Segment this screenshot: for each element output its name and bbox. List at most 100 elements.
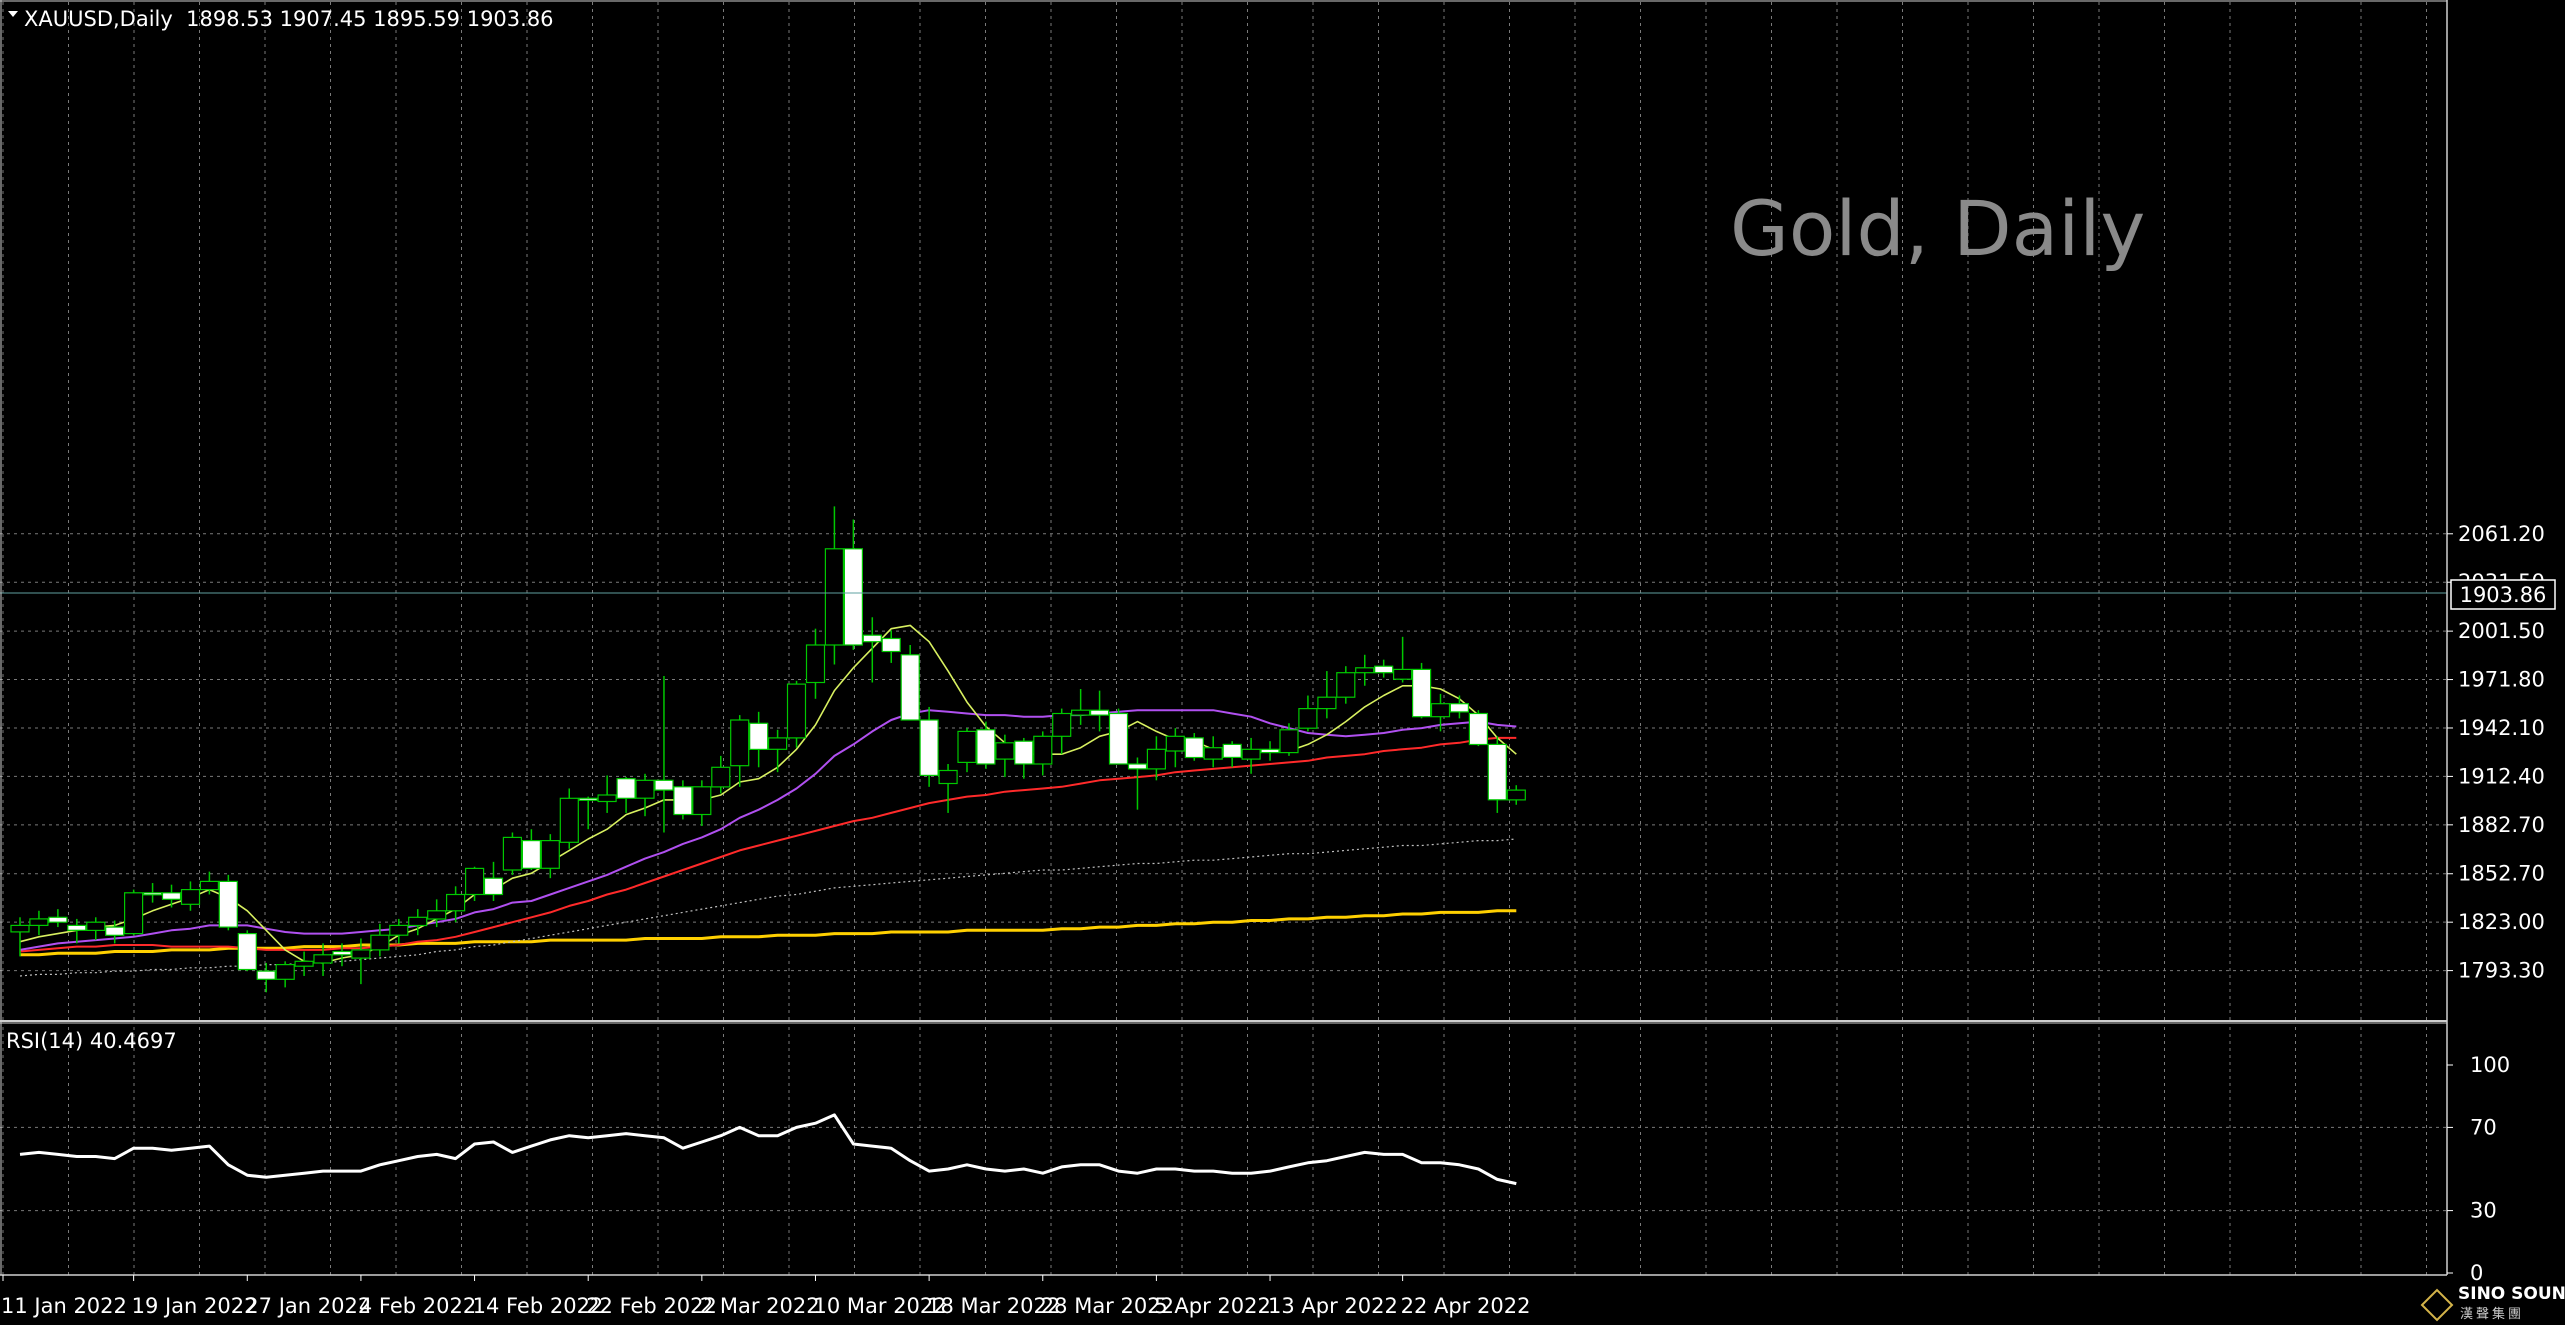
candle-bearish [673, 786, 693, 816]
candle-bearish [1222, 743, 1242, 759]
candle-bullish [730, 719, 750, 767]
candle-bullish [938, 769, 958, 785]
candle-bearish [1487, 743, 1507, 801]
candle-bullish [824, 548, 845, 646]
candle-bullish [199, 880, 219, 891]
rsi-panel [19, 1113, 1517, 1186]
candle-bearish [1108, 712, 1129, 765]
candle-bearish [1260, 748, 1280, 754]
price-tick-label: 1823.00 [2458, 910, 2545, 934]
candle-bullish [1203, 747, 1223, 760]
candle-bearish [1411, 668, 1432, 718]
symbol-info: XAUUSD,Daily 1898.53 1907.45 1895.59 190… [24, 7, 554, 31]
sino-sound-logo: SINO SOUND 漢聲集團 [2420, 1284, 2565, 1322]
candle-bullish [1241, 748, 1261, 760]
candle-bullish [559, 797, 579, 843]
candle-bullish [1392, 668, 1413, 680]
price-tick-label: 1971.80 [2458, 668, 2545, 692]
candle-bearish [1374, 665, 1394, 674]
price-tick-label: 1912.40 [2458, 764, 2545, 788]
candle-bullish [711, 766, 731, 788]
date-tick-label: 2 Mar 2022 [700, 1294, 820, 1318]
candle-bullish [1070, 709, 1091, 716]
date-tick-label: 10 Mar 2022 [814, 1294, 947, 1318]
candle-bearish [654, 779, 674, 791]
ma-slow-line [19, 736, 1517, 953]
candle-bearish [256, 970, 276, 980]
candle-bullish [313, 954, 333, 964]
candle-bearish [48, 916, 68, 923]
candle-bullish [502, 836, 522, 871]
candle-bearish [919, 719, 939, 777]
candle-bullish [465, 867, 485, 896]
candle-bearish [105, 926, 125, 936]
date-tick-label: 4 Feb 2022 [359, 1294, 476, 1318]
panel-frames [0, 0, 2448, 1276]
logo-name: SINO SOUND [2458, 1284, 2565, 1304]
candle-bullish [635, 779, 655, 799]
date-tick-label: 27 Jan 2022 [245, 1294, 371, 1318]
candle-bearish [900, 654, 920, 721]
candle-bullish [1430, 703, 1451, 718]
candle-bullish [10, 924, 30, 933]
rsi-line [19, 1113, 1517, 1186]
candle-bullish [1165, 735, 1185, 752]
price-tick-label: 2001.50 [2458, 619, 2545, 643]
logo-diamond-icon [2420, 1288, 2454, 1322]
candle-bullish [408, 916, 428, 927]
candle-bearish [67, 924, 87, 931]
candle-bullish [1279, 729, 1299, 754]
candle-bullish [427, 910, 447, 920]
candle-bearish [237, 932, 257, 971]
candle-bullish [1317, 696, 1337, 710]
logo-subtitle: 漢聲集團 [2460, 1306, 2524, 1322]
current-price-label: 1903.86 [2460, 583, 2547, 607]
candle-bullish [1052, 712, 1072, 737]
candle-bearish [976, 729, 996, 765]
candle-bullish [351, 949, 371, 959]
candle-bullish [86, 921, 106, 932]
price-tick-label: 1882.70 [2458, 813, 2545, 837]
date-tick-label: 5 Apr 2022 [1154, 1294, 1270, 1318]
date-tick-label: 14 Feb 2022 [473, 1294, 604, 1318]
candle-bullish [370, 934, 390, 951]
candle-bullish [294, 960, 314, 967]
candle-bearish [332, 950, 352, 956]
candle-bullish [1336, 672, 1356, 698]
candle-bullish [180, 888, 201, 905]
date-tick-label: 19 Jan 2022 [132, 1294, 258, 1318]
candle-bearish [143, 892, 163, 896]
price-tick-label: 2061.20 [2458, 522, 2545, 546]
candle-bearish [521, 839, 542, 869]
price-tick-label: 1852.70 [2458, 862, 2545, 886]
candle-bullish [275, 963, 295, 980]
rsi-tick-label: 30 [2470, 1199, 2497, 1223]
candle-bearish [862, 634, 882, 643]
date-tick-label: 13 Apr 2022 [1268, 1294, 1398, 1318]
date-tick-label: 11 Jan 2022 [1, 1294, 127, 1318]
date-tick-label: 18 Mar 2022 [927, 1294, 1060, 1318]
price-tick-label: 1793.30 [2458, 959, 2545, 983]
rsi-tick-label: 0 [2470, 1261, 2483, 1285]
candle-bearish [749, 722, 769, 750]
candle-bearish [1127, 763, 1148, 770]
candle-bearish [616, 778, 636, 799]
ma-mid-line [19, 709, 1517, 951]
candle-bullish [692, 786, 712, 816]
candle-bullish [446, 893, 466, 912]
candle-bearish [843, 548, 864, 646]
candle-bearish [1014, 740, 1034, 765]
candle-bullish [540, 839, 560, 869]
candle-bearish [218, 880, 238, 928]
collapse-triangle-icon[interactable] [8, 11, 18, 17]
current-price-badge [2450, 579, 2556, 610]
candle-bullish [805, 644, 826, 684]
candle-bullish [1146, 748, 1167, 770]
watermark-title: Gold, Daily [1730, 184, 2145, 273]
candle-bullish [597, 794, 617, 803]
candle-bullish [1355, 667, 1375, 674]
candle-bullish [123, 892, 144, 935]
